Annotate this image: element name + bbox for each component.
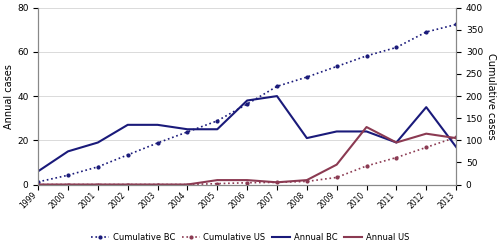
Legend: Cumulative BC, Cumulative US, Annual BC, Annual US: Cumulative BC, Cumulative US, Annual BC,… [88,230,412,246]
Y-axis label: Annual cases: Annual cases [4,64,14,128]
Y-axis label: Cumulative cases: Cumulative cases [486,53,496,140]
